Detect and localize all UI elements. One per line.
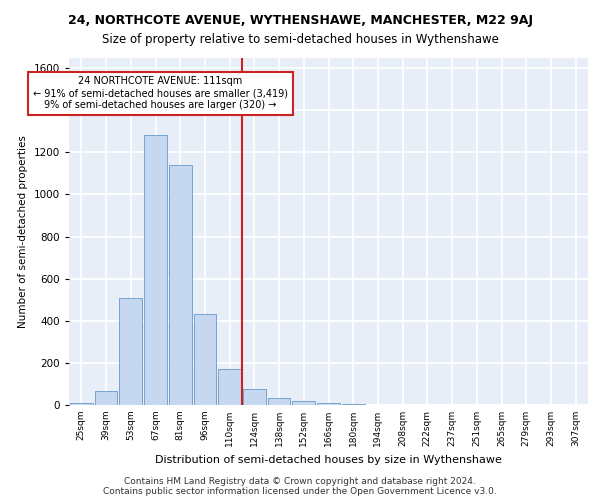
Bar (194, 314, 216, 405)
Bar (95, 392, 118, 405)
Bar (144, 136, 167, 405)
Bar (70, 403, 93, 405)
Text: Size of property relative to semi-detached houses in Wythenshawe: Size of property relative to semi-detach… (101, 32, 499, 46)
Text: Contains public sector information licensed under the Open Government Licence v3: Contains public sector information licen… (103, 487, 497, 496)
Y-axis label: Number of semi-detached properties: Number of semi-detached properties (18, 135, 28, 328)
Text: 24, NORTHCOTE AVENUE, WYTHENSHAWE, MANCHESTER, M22 9AJ: 24, NORTHCOTE AVENUE, WYTHENSHAWE, MANCH… (67, 14, 533, 27)
Bar (243, 389, 266, 405)
Bar (218, 369, 241, 405)
Bar (292, 401, 315, 405)
Bar (268, 398, 290, 405)
X-axis label: Distribution of semi-detached houses by size in Wythenshawe: Distribution of semi-detached houses by … (155, 454, 502, 464)
Bar (342, 404, 365, 405)
Bar (119, 298, 142, 405)
Text: 24 NORTHCOTE AVENUE: 111sqm
← 91% of semi-detached houses are smaller (3,419)
9%: 24 NORTHCOTE AVENUE: 111sqm ← 91% of sem… (33, 76, 288, 110)
Bar (317, 403, 340, 405)
Text: Contains HM Land Registry data © Crown copyright and database right 2024.: Contains HM Land Registry data © Crown c… (124, 477, 476, 486)
Bar (169, 165, 191, 405)
